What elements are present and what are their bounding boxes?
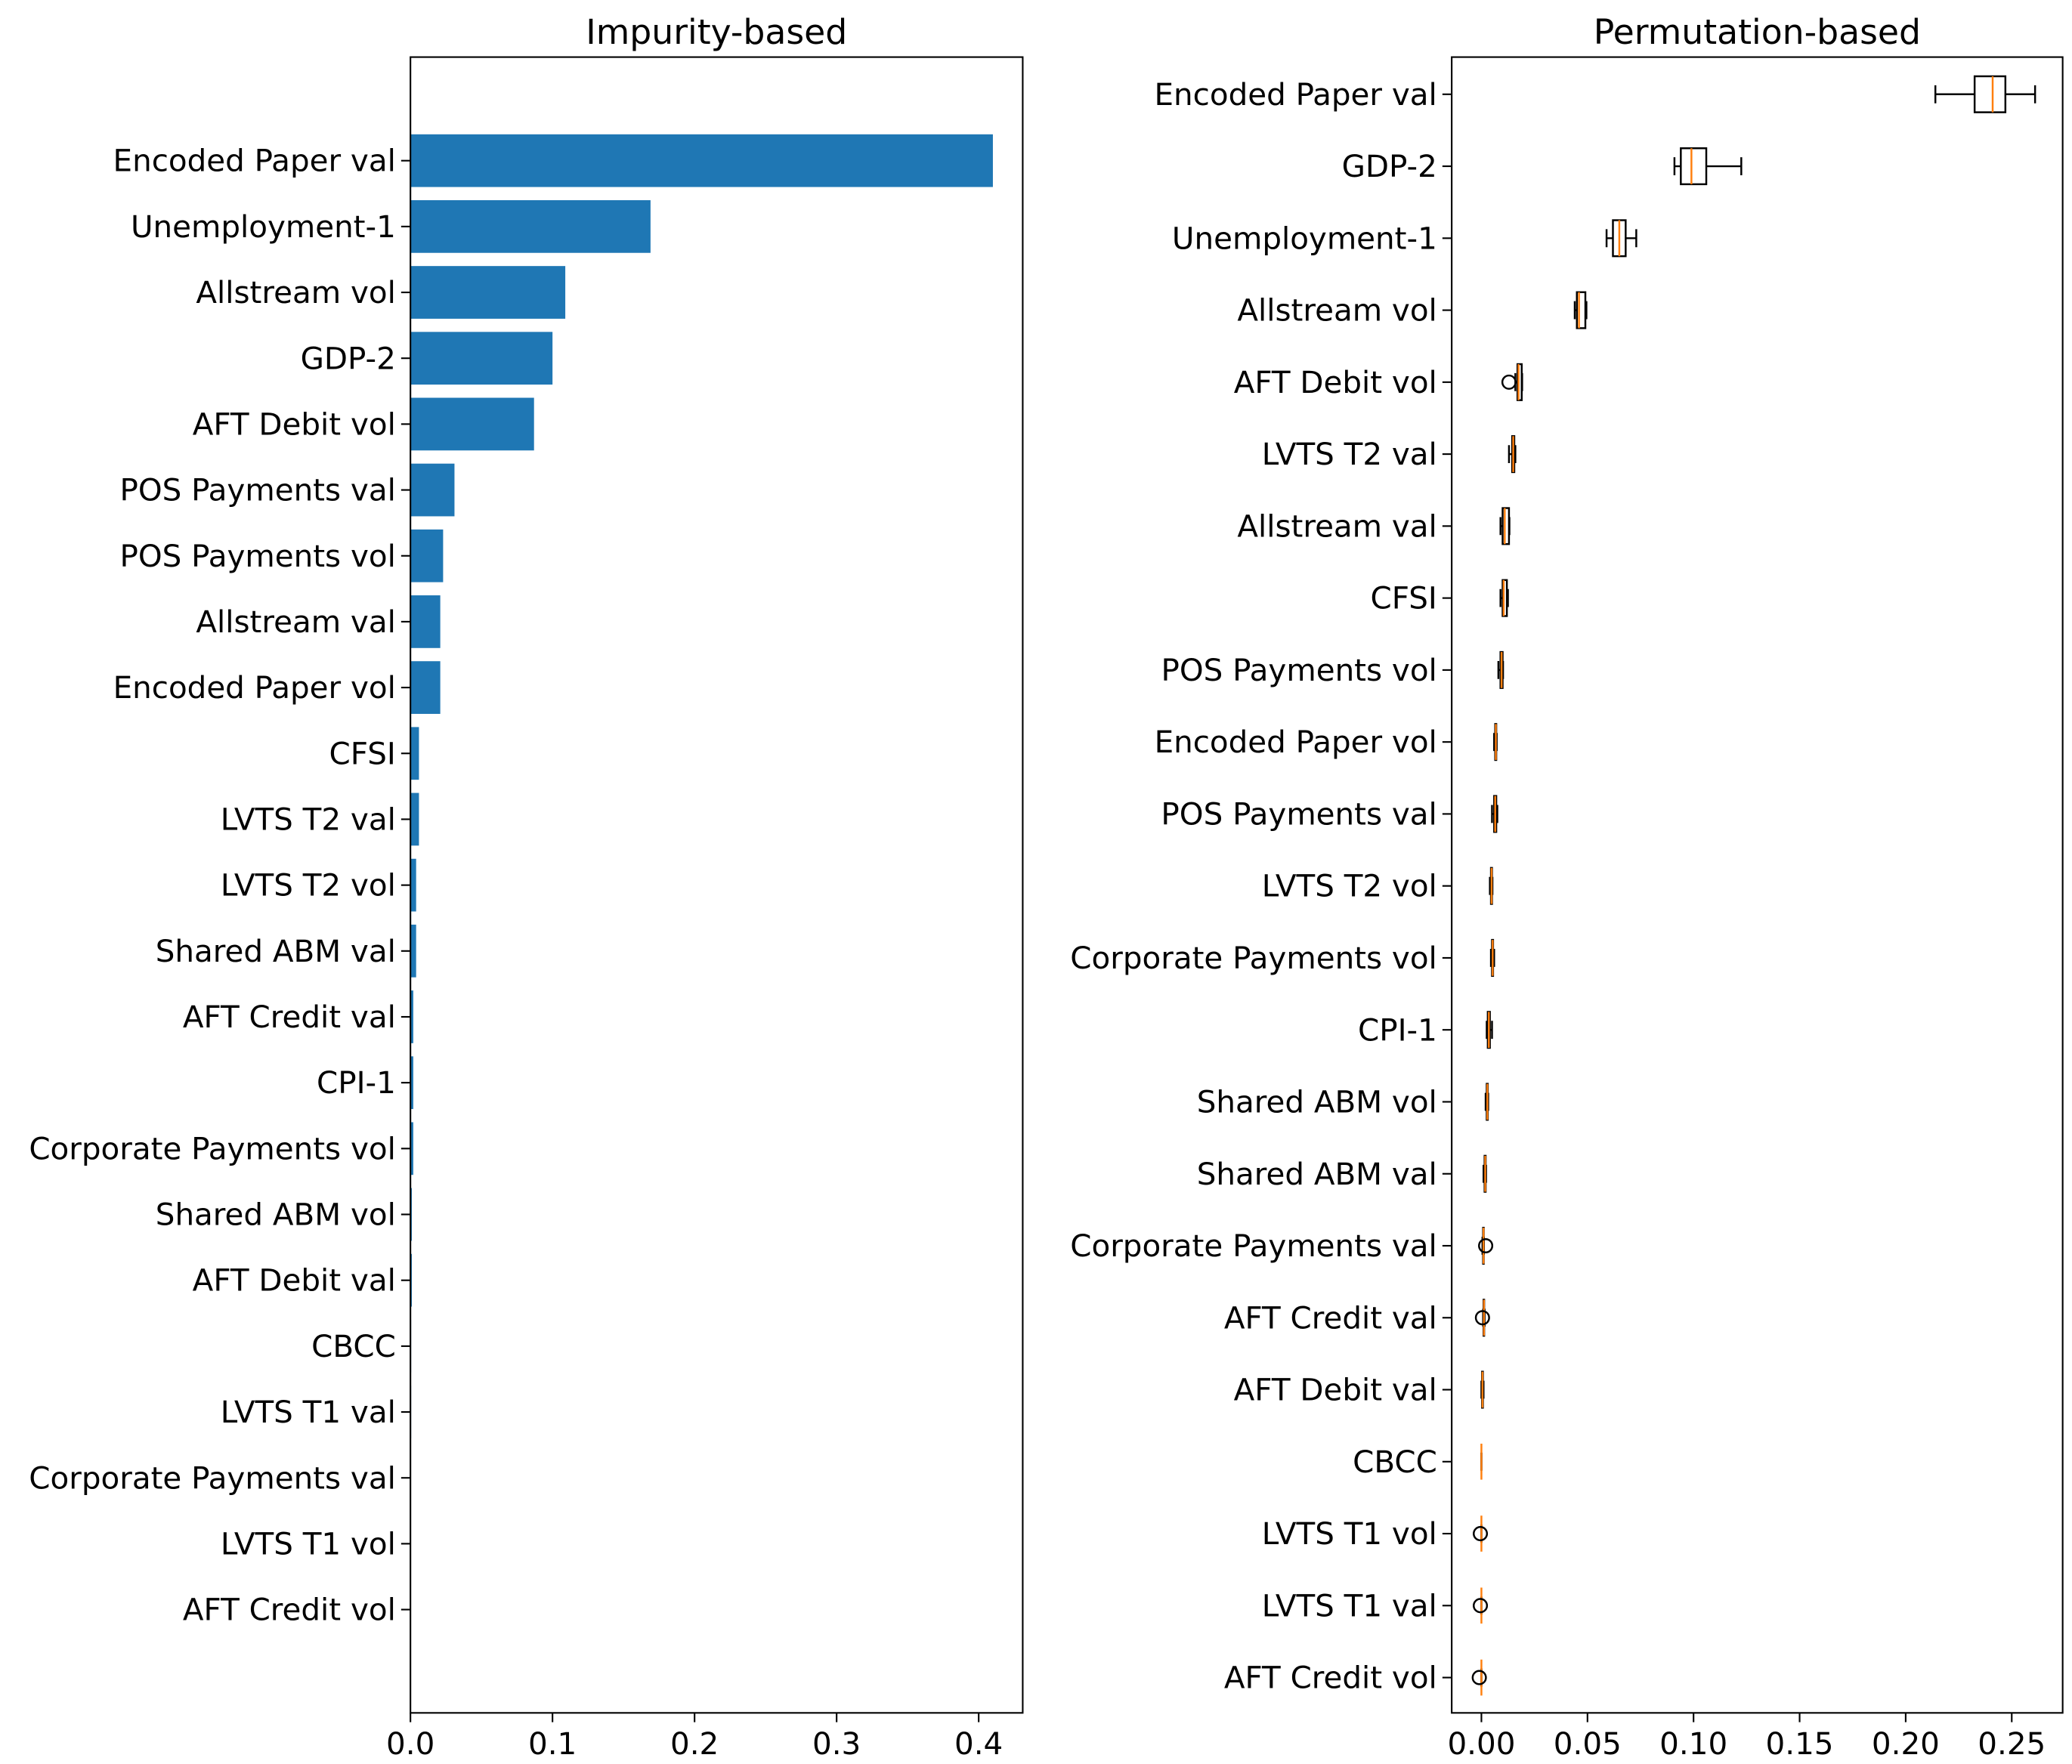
y-tick-label: AFT Credit val: [1224, 1299, 1437, 1336]
y-tick-label: AFT Debit val: [1234, 1372, 1437, 1408]
x-tick-label: 0.15: [1766, 1725, 1834, 1762]
y-tick-label: Shared ABM vol: [156, 1197, 396, 1233]
box: [1501, 507, 1511, 545]
whisker-low: [1934, 85, 1975, 103]
whisker-low: [1605, 229, 1613, 248]
box: [1973, 75, 2007, 113]
y-tick-label: Shared ABM vol: [1197, 1084, 1437, 1120]
y-tick-label: LVTS T2 val: [221, 802, 396, 838]
x-tick-label: 0.0: [386, 1725, 435, 1762]
y-tick-label: AFT Credit vol: [1224, 1660, 1437, 1696]
whisker-high: [1706, 157, 1743, 175]
y-tick-label: LVTS T1 vol: [221, 1525, 396, 1562]
y-tick-label: Encoded Paper vol: [113, 669, 396, 706]
y-tick-label: Shared ABM val: [156, 933, 396, 969]
whisker-low: [1673, 157, 1681, 175]
bar: [410, 727, 419, 780]
flier: [1501, 374, 1517, 390]
y-tick-label: Allstream val: [196, 604, 395, 640]
y-tick-label: Corporate Payments val: [1070, 1228, 1437, 1264]
bar: [410, 529, 444, 582]
y-tick-label: Unemployment-1: [1172, 220, 1437, 256]
flier: [1478, 1237, 1494, 1254]
bar: [410, 661, 441, 714]
y-tick-label: CFSI: [329, 735, 396, 771]
x-tick-label: 0.2: [670, 1725, 719, 1762]
y-tick-label: AFT Debit vol: [1234, 364, 1437, 400]
x-tick-label: 0.05: [1554, 1725, 1622, 1762]
y-tick-label: GDP-2: [1342, 148, 1437, 184]
y-tick-label: LVTS T2 val: [1262, 436, 1437, 472]
flier: [1471, 1670, 1487, 1685]
y-tick-label: AFT Credit val: [183, 999, 396, 1035]
y-tick-label: Corporate Payments vol: [29, 1130, 395, 1166]
box: [1680, 147, 1708, 186]
bar: [410, 1122, 413, 1175]
y-tick-label: LVTS T1 val: [1262, 1587, 1437, 1623]
y-tick-label: POS Payments vol: [1161, 652, 1436, 688]
x-tick-label: 0.3: [812, 1725, 861, 1762]
box: [1576, 291, 1587, 329]
bar: [410, 595, 441, 648]
box: [1516, 363, 1523, 401]
y-tick-label: Allstream vol: [1237, 292, 1436, 329]
y-tick-label: Encoded Paper val: [113, 143, 396, 179]
y-tick-label: CBCC: [1353, 1444, 1437, 1480]
y-tick-label: Corporate Payments vol: [1070, 940, 1437, 976]
bar: [410, 858, 416, 912]
y-tick-label: POS Payments val: [1161, 795, 1436, 832]
y-tick-label: LVTS T2 vol: [221, 867, 396, 904]
x-tick-label: 0.20: [1872, 1725, 1940, 1762]
bar: [410, 1056, 413, 1110]
y-tick-label: CPI-1: [1358, 1012, 1437, 1048]
flier: [1473, 1526, 1489, 1542]
y-tick-label: Corporate Payments val: [29, 1460, 396, 1496]
bar: [410, 924, 416, 978]
plot-frame: [410, 56, 1024, 1714]
plot-frame: [1451, 56, 2064, 1714]
x-tick-label: 0.10: [1659, 1725, 1727, 1762]
y-tick-label: Allstream val: [1237, 508, 1436, 544]
whisker-high: [1625, 229, 1637, 248]
y-tick-label: Shared ABM val: [1197, 1156, 1437, 1192]
y-tick-label: AFT Credit vol: [183, 1592, 396, 1628]
chart-title: Impurity-based: [586, 12, 847, 52]
y-tick-label: POS Payments vol: [119, 538, 395, 574]
box: [1501, 579, 1508, 617]
bar: [410, 397, 534, 451]
y-tick-label: CFSI: [1370, 580, 1436, 616]
x-tick-label: 0.00: [1447, 1725, 1515, 1762]
y-tick-label: AFT Debit val: [193, 1262, 396, 1299]
bar: [410, 266, 566, 319]
y-tick-label: Encoded Paper val: [1155, 76, 1437, 113]
bar: [410, 792, 419, 846]
x-tick-label: 0.1: [528, 1725, 577, 1762]
y-tick-label: CBCC: [311, 1328, 396, 1364]
y-tick-label: POS Payments val: [119, 472, 395, 508]
whisker-high: [2005, 85, 2036, 103]
chart-title: Permutation-based: [1594, 12, 1921, 52]
y-tick-label: GDP-2: [301, 340, 396, 376]
y-tick-label: CPI-1: [317, 1064, 396, 1101]
x-tick-label: 0.4: [954, 1725, 1003, 1762]
bar: [410, 134, 993, 187]
x-tick-label: 0.25: [1978, 1725, 2046, 1762]
y-tick-label: LVTS T1 val: [221, 1394, 396, 1430]
bar: [410, 990, 413, 1043]
y-tick-label: LVTS T2 vol: [1262, 868, 1437, 904]
flier: [1474, 1310, 1490, 1326]
bar: [410, 332, 553, 385]
y-tick-label: LVTS T1 vol: [1262, 1515, 1437, 1552]
y-tick-label: Encoded Paper vol: [1155, 724, 1437, 760]
bar: [410, 199, 651, 253]
bar: [410, 463, 455, 517]
y-tick-label: Unemployment-1: [131, 209, 396, 245]
flier: [1473, 1598, 1489, 1614]
y-tick-label: Allstream vol: [196, 274, 395, 310]
y-tick-label: AFT Debit vol: [193, 406, 396, 442]
